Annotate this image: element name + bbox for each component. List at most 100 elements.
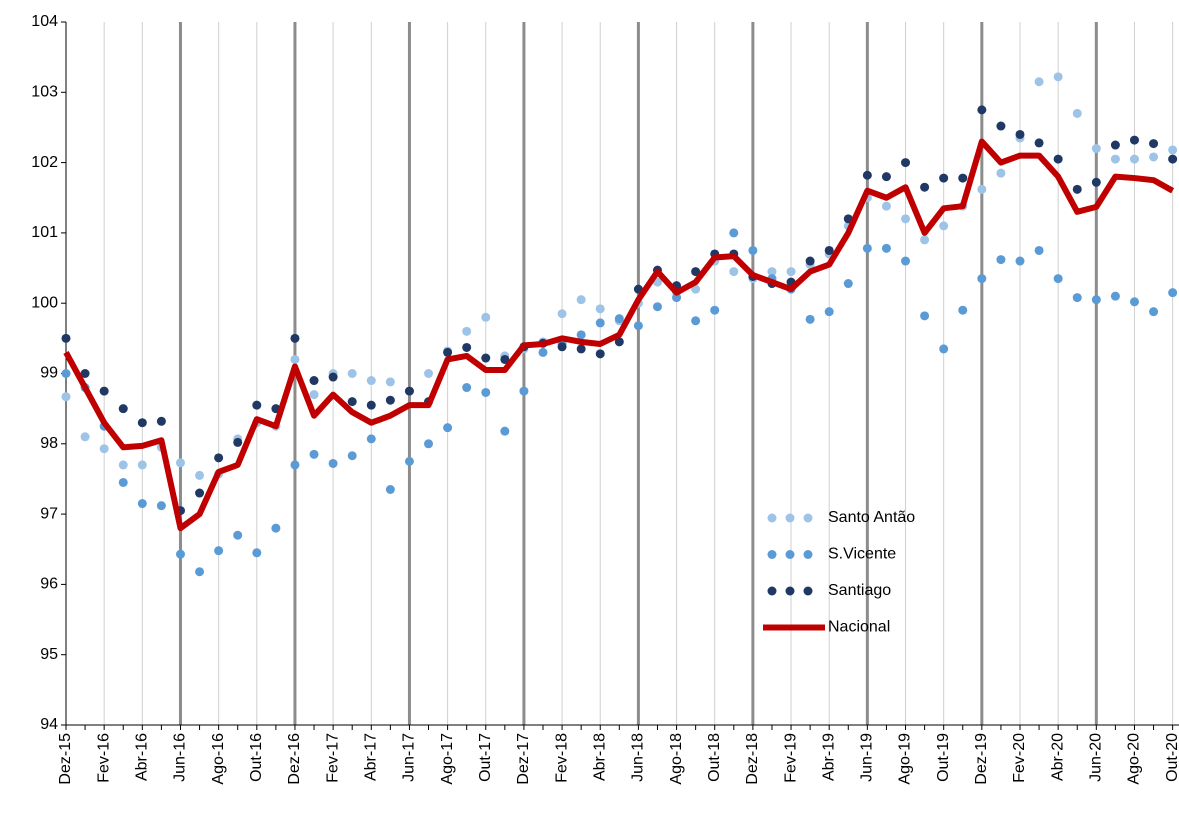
series-dot bbox=[576, 330, 586, 340]
legend-swatch bbox=[785, 586, 795, 596]
series-dot bbox=[1015, 256, 1025, 266]
series-dot bbox=[462, 342, 472, 352]
series-dot bbox=[481, 387, 491, 397]
series-dot bbox=[1168, 288, 1178, 298]
series-dot bbox=[557, 309, 567, 319]
series-dot bbox=[195, 488, 205, 498]
series-dot bbox=[290, 460, 300, 470]
series-dot bbox=[977, 184, 987, 194]
x-tick-label: Abr-16 bbox=[134, 733, 151, 781]
series-dot bbox=[595, 318, 605, 328]
series-dot bbox=[500, 426, 510, 436]
series-dot bbox=[996, 255, 1006, 265]
series-dot bbox=[1072, 184, 1082, 194]
x-tick-label: Fev-17 bbox=[324, 733, 341, 783]
series-dot bbox=[424, 369, 434, 378]
series-dot bbox=[195, 567, 205, 577]
y-tick-label: 103 bbox=[31, 84, 58, 101]
series-dot bbox=[1034, 138, 1044, 148]
series-dot bbox=[252, 400, 262, 410]
series-dot bbox=[824, 245, 834, 255]
x-tick-label: Dez-17 bbox=[515, 733, 532, 785]
series-dot bbox=[1149, 307, 1159, 317]
series-dot bbox=[1015, 129, 1025, 139]
series-dot bbox=[500, 354, 510, 364]
series-dot bbox=[214, 453, 224, 463]
series-dot bbox=[347, 369, 357, 378]
x-tick-label: Abr-17 bbox=[362, 733, 379, 781]
series-dot bbox=[920, 182, 930, 192]
legend-label: S.Vicente bbox=[828, 546, 896, 563]
series-dot bbox=[691, 267, 701, 277]
series-dot bbox=[80, 369, 90, 378]
x-tick-label: Ago-19 bbox=[897, 733, 914, 785]
series-dot bbox=[824, 307, 834, 317]
series-dot bbox=[233, 437, 243, 447]
series-dot bbox=[881, 243, 891, 253]
series-dot bbox=[80, 432, 90, 442]
series-dot bbox=[729, 228, 739, 238]
legend-swatch bbox=[803, 513, 813, 523]
series-dot bbox=[1129, 154, 1139, 164]
series-dot bbox=[672, 293, 682, 303]
series-dot bbox=[137, 499, 147, 509]
series-dot bbox=[443, 423, 453, 433]
series-dot bbox=[1168, 154, 1178, 164]
legend-label: Santiago bbox=[828, 582, 891, 599]
series-dot bbox=[576, 344, 586, 354]
x-tick-label: Fev-19 bbox=[782, 733, 799, 783]
series-dot bbox=[901, 256, 911, 266]
series-dot bbox=[977, 274, 987, 284]
series-dot bbox=[385, 395, 395, 405]
series-dot bbox=[920, 311, 930, 321]
series-dot bbox=[1129, 135, 1139, 145]
x-tick-label: Jun-18 bbox=[630, 733, 647, 782]
series-dot bbox=[691, 284, 701, 294]
series-dot bbox=[901, 214, 911, 224]
series-dot bbox=[347, 397, 357, 407]
y-tick-label: 100 bbox=[31, 294, 58, 311]
series-dot bbox=[404, 386, 414, 396]
series-dot bbox=[996, 168, 1006, 178]
x-tick-label: Dez-19 bbox=[973, 733, 990, 785]
series-dot bbox=[156, 501, 166, 511]
series-dot bbox=[195, 470, 205, 480]
series-dot bbox=[462, 383, 472, 393]
series-dot bbox=[118, 404, 128, 414]
series-dot bbox=[156, 416, 166, 426]
x-tick-label: Out-20 bbox=[1164, 733, 1179, 782]
series-dot bbox=[996, 121, 1006, 131]
legend-swatch bbox=[803, 550, 813, 559]
series-dot bbox=[366, 434, 376, 444]
series-dot bbox=[99, 444, 109, 454]
legend-swatch bbox=[785, 550, 795, 559]
series-dot bbox=[99, 386, 109, 396]
y-tick-label: 97 bbox=[40, 505, 58, 522]
series-dot bbox=[61, 333, 71, 343]
y-tick-label: 94 bbox=[40, 716, 58, 733]
series-dot bbox=[328, 372, 338, 382]
x-tick-label: Dez-15 bbox=[57, 733, 74, 785]
x-tick-label: Fev-16 bbox=[95, 733, 112, 783]
legend-swatch bbox=[803, 586, 813, 596]
series-dot bbox=[1110, 140, 1120, 150]
series-dot bbox=[576, 295, 586, 305]
series-dot bbox=[290, 333, 300, 343]
series-dot bbox=[118, 460, 128, 470]
series-dot bbox=[786, 267, 796, 277]
series-dot bbox=[595, 304, 605, 314]
series-dot bbox=[462, 326, 472, 336]
series-dot bbox=[137, 418, 147, 428]
x-tick-label: Fev-20 bbox=[1011, 733, 1028, 783]
series-dot bbox=[1110, 154, 1120, 164]
series-dot bbox=[1034, 245, 1044, 255]
series-dot bbox=[614, 337, 624, 347]
y-tick-label: 101 bbox=[31, 224, 58, 241]
series-dot bbox=[137, 460, 147, 470]
series-dot bbox=[977, 105, 987, 115]
legend-label: Santo Antão bbox=[828, 509, 915, 526]
x-tick-label: Jun-19 bbox=[859, 733, 876, 782]
series-dot bbox=[595, 349, 605, 359]
series-dot bbox=[385, 377, 395, 387]
